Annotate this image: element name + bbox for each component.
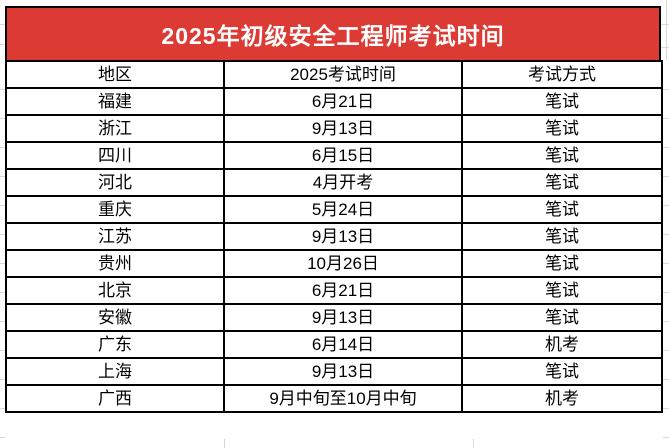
cell-exam-date: 10月26日 bbox=[223, 249, 463, 278]
cell-exam-date: 9月13日 bbox=[223, 303, 463, 332]
cell-exam-mode: 笔试 bbox=[461, 303, 663, 332]
cell-exam-mode: 笔试 bbox=[461, 168, 663, 197]
cell-exam-date: 9月13日 bbox=[223, 357, 463, 386]
cell-exam-date: 5月24日 bbox=[223, 195, 463, 224]
table-header-row: 地区 2025考试时间 考试方式 bbox=[5, 60, 663, 89]
cell-region: 贵州 bbox=[5, 249, 225, 278]
page-title: 2025年初级安全工程师考试时间 bbox=[161, 23, 505, 49]
excel-gridline bbox=[0, 176, 5, 177]
cell-exam-date: 9月中旬至10月中旬 bbox=[223, 384, 463, 413]
excel-gridline bbox=[663, 350, 669, 351]
cell-region: 北京 bbox=[5, 276, 225, 305]
cell-exam-mode: 笔试 bbox=[461, 249, 663, 278]
excel-gridline bbox=[663, 321, 669, 322]
excel-gridline bbox=[663, 437, 669, 438]
excel-gridline bbox=[0, 379, 5, 380]
excel-gridline bbox=[0, 292, 5, 293]
excel-gridline bbox=[473, 439, 474, 448]
cell-exam-mode: 笔试 bbox=[461, 87, 663, 116]
excel-gridline bbox=[663, 263, 669, 264]
table-row: 浙江 9月13日 笔试 bbox=[5, 114, 663, 143]
cell-region: 河北 bbox=[5, 168, 225, 197]
excel-gridline bbox=[663, 176, 669, 177]
excel-gridline bbox=[0, 118, 5, 119]
excel-gridline bbox=[224, 439, 225, 448]
cell-region: 四川 bbox=[5, 141, 225, 170]
cell-exam-date: 6月21日 bbox=[223, 87, 463, 116]
excel-gridline bbox=[663, 379, 669, 380]
excel-gridline bbox=[0, 350, 5, 351]
cell-exam-date: 6月21日 bbox=[223, 276, 463, 305]
cell-exam-date: 4月开考 bbox=[223, 168, 463, 197]
cell-exam-date: 6月14日 bbox=[223, 330, 463, 359]
column-header-exam-date: 2025考试时间 bbox=[223, 60, 463, 89]
table-row: 福建 6月21日 笔试 bbox=[5, 87, 663, 116]
excel-gridline bbox=[0, 44, 5, 45]
excel-gridline bbox=[661, 47, 669, 48]
cell-exam-mode: 笔试 bbox=[461, 141, 663, 170]
excel-gridline bbox=[0, 263, 5, 264]
table-row: 重庆 5月24日 笔试 bbox=[5, 195, 663, 224]
cell-exam-mode: 笔试 bbox=[461, 222, 663, 251]
table-row: 广东 6月14日 机考 bbox=[5, 330, 663, 359]
cell-region: 福建 bbox=[5, 87, 225, 116]
excel-gridline bbox=[663, 205, 669, 206]
excel-gridline bbox=[666, 0, 667, 60]
table-row: 四川 6月15日 笔试 bbox=[5, 141, 663, 170]
cell-region: 重庆 bbox=[5, 195, 225, 224]
cell-region: 广西 bbox=[5, 384, 225, 413]
table-row: 江苏 9月13日 笔试 bbox=[5, 222, 663, 251]
cell-exam-date: 9月13日 bbox=[223, 114, 463, 143]
excel-gridline bbox=[663, 292, 669, 293]
table-row: 安徽 9月13日 笔试 bbox=[5, 303, 663, 332]
excel-gridline bbox=[663, 234, 669, 235]
cell-region: 江苏 bbox=[5, 222, 225, 251]
excel-gridline bbox=[0, 24, 5, 25]
table-row: 广西 9月中旬至10月中旬 机考 bbox=[5, 384, 663, 413]
title-banner: 2025年初级安全工程师考试时间 bbox=[5, 6, 661, 60]
cell-exam-mode: 笔试 bbox=[461, 114, 663, 143]
cell-exam-mode: 笔试 bbox=[461, 195, 663, 224]
cell-region: 广东 bbox=[5, 330, 225, 359]
cell-region: 安徽 bbox=[5, 303, 225, 332]
excel-gridline bbox=[0, 321, 5, 322]
table-row: 贵州 10月26日 笔试 bbox=[5, 249, 663, 278]
cell-exam-date: 6月15日 bbox=[223, 141, 463, 170]
cell-exam-mode: 笔试 bbox=[461, 357, 663, 386]
excel-gridline bbox=[0, 205, 5, 206]
excel-gridline bbox=[0, 234, 5, 235]
table-row: 河北 4月开考 笔试 bbox=[5, 168, 663, 197]
excel-gridline bbox=[0, 437, 5, 438]
table-row: 上海 9月13日 笔试 bbox=[5, 357, 663, 386]
exam-schedule-table: 地区 2025考试时间 考试方式 福建 6月21日 笔试 浙江 9月13日 笔试… bbox=[5, 60, 663, 413]
excel-gridline bbox=[661, 24, 669, 25]
column-header-region: 地区 bbox=[5, 60, 225, 89]
cell-exam-mode: 笔试 bbox=[461, 276, 663, 305]
excel-gridline bbox=[0, 89, 5, 90]
excel-gridline bbox=[663, 89, 669, 90]
table-row: 北京 6月21日 笔试 bbox=[5, 276, 663, 305]
column-header-exam-mode: 考试方式 bbox=[461, 60, 663, 89]
excel-gridline bbox=[663, 118, 669, 119]
excel-gridline bbox=[663, 408, 669, 409]
excel-gridline bbox=[0, 408, 5, 409]
cell-exam-date: 9月13日 bbox=[223, 222, 463, 251]
excel-gridline bbox=[663, 147, 669, 148]
cell-exam-mode: 机考 bbox=[461, 384, 663, 413]
cell-exam-mode: 机考 bbox=[461, 330, 663, 359]
cell-region: 浙江 bbox=[5, 114, 225, 143]
cell-region: 上海 bbox=[5, 357, 225, 386]
excel-gridline bbox=[0, 147, 5, 148]
